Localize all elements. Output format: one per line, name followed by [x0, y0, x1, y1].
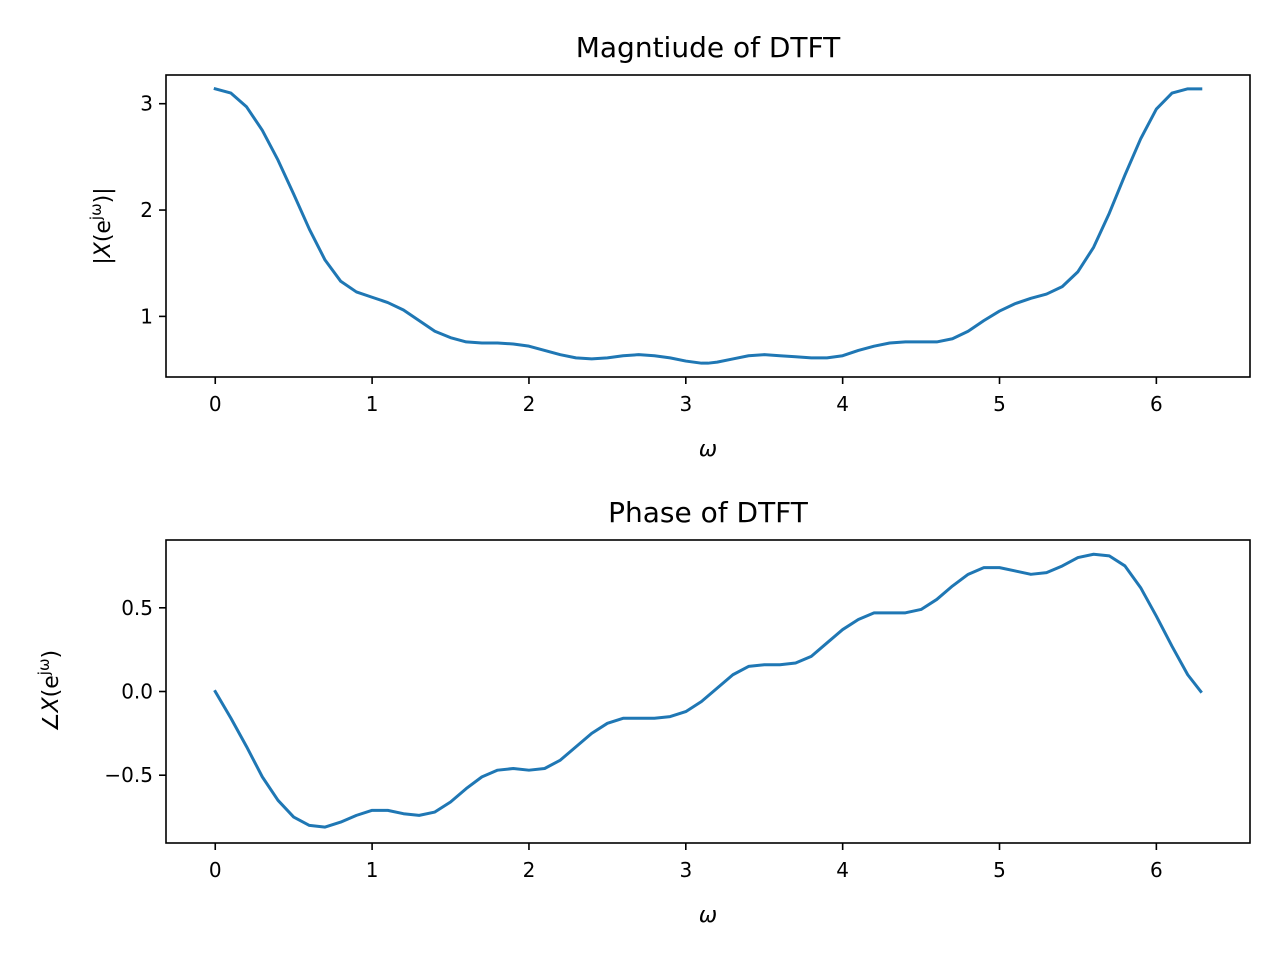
x-tick-label: 4 — [836, 858, 849, 882]
y-tick-label: 3 — [140, 92, 153, 116]
x-tick-label: 3 — [679, 392, 692, 416]
y-tick-label: 0.5 — [121, 596, 153, 620]
x-tick-label: 3 — [679, 858, 692, 882]
x-tick-label: 6 — [1150, 858, 1163, 882]
phase-plot-title: Phase of DTFT — [608, 496, 809, 529]
magnitude-plot: Magntiude of DTFT 0 1 2 3 4 5 6 1 2 3 ω |X(ejω)| — [87, 31, 1251, 462]
magnitude-plot-frame — [165, 74, 1251, 378]
phase-y-axis-label: ∠X(ejω) — [35, 650, 64, 732]
magnitude-series-line — [213, 86, 1203, 365]
x-tick-label: 2 — [523, 392, 536, 416]
x-tick-label: 5 — [993, 392, 1006, 416]
y-tick-label: 0.0 — [121, 680, 153, 704]
phase-plot-ticks: 0 1 2 3 4 5 6 −0.5 0.0 0.5 — [104, 596, 1162, 882]
x-tick-label: 6 — [1150, 392, 1163, 416]
magnitude-y-axis-label: |X(ejω)| — [87, 187, 116, 264]
phase-x-axis-label: ω — [699, 903, 717, 928]
phase-plot: Phase of DTFT 0 1 2 3 4 5 6 −0.5 0.0 0.5 ω ∠X(ejω… — [35, 496, 1251, 928]
magnitude-x-axis-label: ω — [699, 437, 717, 462]
x-tick-label: 5 — [993, 858, 1006, 882]
x-tick-label: 1 — [366, 392, 379, 416]
x-tick-label: 1 — [366, 858, 379, 882]
x-tick-label: 0 — [209, 392, 222, 416]
y-tick-label: 1 — [140, 304, 153, 328]
x-tick-label: 0 — [209, 858, 222, 882]
phase-series-line — [213, 552, 1203, 829]
y-tick-label: −0.5 — [104, 763, 153, 787]
y-tick-label: 2 — [140, 198, 153, 222]
magnitude-plot-ticks: 0 1 2 3 4 5 6 1 2 3 — [140, 92, 1162, 416]
magnitude-plot-title: Magntiude of DTFT — [576, 31, 841, 64]
x-tick-label: 4 — [836, 392, 849, 416]
x-tick-label: 2 — [523, 858, 536, 882]
